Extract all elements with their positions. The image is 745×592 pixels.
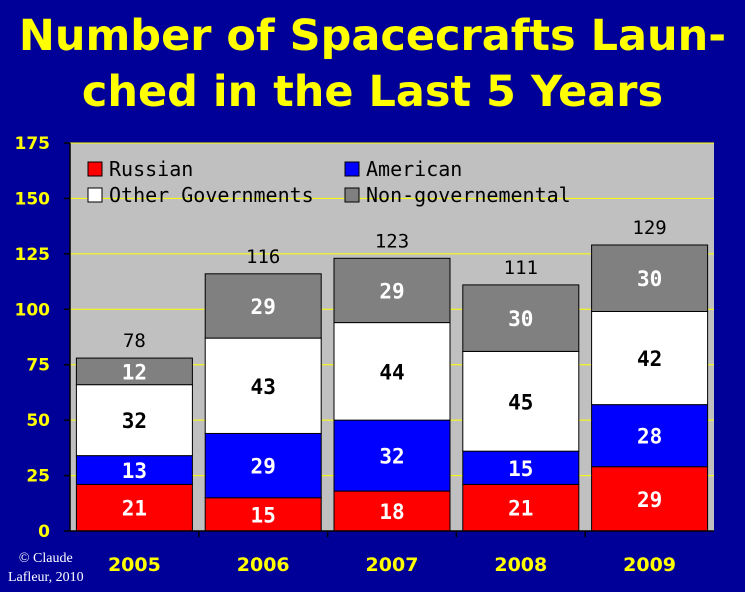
y-tick-label-125: 125 (15, 245, 51, 265)
bar-segment-2009-0 (591, 466, 709, 532)
x-tick-label-2005: 2005 (108, 554, 161, 576)
bar-segment-2006-1 (204, 432, 322, 499)
x-tick-label-2008: 2008 (494, 554, 547, 576)
legend-swatch-0 (87, 161, 103, 177)
bar-segment-2005-1 (75, 455, 193, 485)
bar-segment-2008-2 (462, 350, 580, 452)
bar-segment-2006-2 (204, 337, 322, 434)
data-label-2007-3: 29 (379, 279, 404, 303)
chart-title: Number of Spacecrafts Laun- ched in the … (0, 8, 745, 120)
data-label-2006-0: 15 (251, 503, 276, 527)
legend: Russian American Other Governments Non-gove… (87, 157, 571, 207)
y-tick-label-100: 100 (15, 300, 51, 320)
data-label-2005-2: 32 (122, 409, 147, 433)
bar-segment-2005-2 (75, 384, 193, 457)
data-label-2007-2: 44 (379, 360, 404, 384)
chart-title-line-2: ched in the Last 5 Years (81, 67, 664, 117)
total-label-2008: 111 (504, 257, 538, 279)
total-label-2007: 123 (375, 230, 409, 252)
legend-swatch-1 (344, 161, 360, 177)
data-label-2007-0: 18 (379, 500, 404, 524)
total-label-2009: 129 (632, 217, 666, 239)
data-label-2009-0: 29 (637, 488, 662, 512)
data-label-2005-3: 12 (122, 360, 147, 384)
bar-segment-2007-3 (333, 257, 451, 324)
x-tick-label-2007: 2007 (366, 554, 419, 576)
legend-swatch-2 (87, 187, 103, 203)
legend-label-3: Non-governemental (366, 183, 571, 207)
bar-segment-2009-3 (591, 244, 709, 313)
legend-label-0: Russian (109, 157, 193, 181)
copyright-notice: © Claude Lafleur, 2010 (8, 549, 84, 587)
data-label-2008-2: 45 (508, 390, 533, 414)
bar-segment-2006-3 (204, 273, 322, 339)
bar-segment-2005-3 (75, 357, 193, 386)
total-label-2005: 78 (123, 330, 146, 352)
bar-segment-2007-0 (333, 490, 451, 532)
legend-swatch-3 (344, 187, 360, 203)
x-tick-label-2009: 2009 (623, 554, 676, 576)
bar-segment-2008-3 (462, 284, 580, 352)
bar-segment-2007-2 (333, 322, 451, 421)
data-label-2005-0: 21 (122, 497, 147, 521)
data-label-2008-0: 21 (508, 497, 533, 521)
axes-group: 0 25 50 75 100 125 150 175 2005 2006 2007 2008 2009 (15, 134, 714, 576)
legend-label-2: Other Governments (109, 183, 314, 207)
data-label-2009-2: 42 (637, 347, 662, 371)
legend-label-1: American (366, 157, 462, 181)
bar-segment-2008-0 (462, 483, 580, 532)
chart-title-line-1: Number of Spacecrafts Laun- (18, 11, 727, 61)
data-label-2009-3: 30 (637, 267, 662, 291)
data-label-2005-1: 13 (122, 459, 147, 483)
y-tick-label-175: 175 (15, 134, 51, 154)
bar-segment-2009-1 (591, 404, 709, 468)
y-tick-label-150: 150 (15, 189, 51, 209)
data-label-2007-1: 32 (379, 445, 404, 469)
data-label-2006-2: 43 (251, 375, 276, 399)
x-tick-label-2006: 2006 (237, 554, 290, 576)
total-label-2006: 116 (246, 246, 280, 268)
bars-group: 21 13 32 12 78 15 29 43 29 116 18 32 44 29 123 21 15 45 30… (75, 217, 709, 532)
data-label-2008-3: 30 (508, 307, 533, 331)
y-tick-label-0: 0 (38, 522, 50, 542)
bar-segment-2006-0 (204, 497, 322, 532)
data-label-2008-1: 15 (508, 457, 533, 481)
data-label-2006-3: 29 (251, 295, 276, 319)
copyright-line-1: © Claude (18, 551, 73, 566)
copyright-line-2: Lafleur, 2010 (8, 570, 84, 585)
bar-segment-2008-1 (462, 450, 580, 485)
y-tick-label-50: 50 (26, 411, 50, 431)
y-tick-label-75: 75 (26, 356, 50, 376)
bar-segment-2007-1 (333, 419, 451, 492)
y-tick-label-25: 25 (26, 467, 50, 487)
data-label-2009-1: 28 (637, 425, 662, 449)
data-label-2006-1: 29 (251, 455, 276, 479)
